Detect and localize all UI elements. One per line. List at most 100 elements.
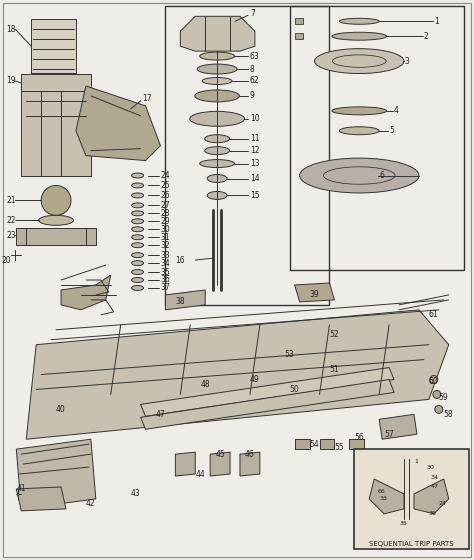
Polygon shape: [16, 487, 66, 511]
Polygon shape: [16, 439, 96, 509]
Polygon shape: [240, 452, 260, 476]
Circle shape: [435, 405, 443, 413]
Polygon shape: [180, 16, 255, 51]
Text: 28: 28: [161, 209, 170, 218]
Bar: [319, 439, 335, 449]
Polygon shape: [379, 414, 417, 439]
Text: 56: 56: [354, 433, 364, 442]
Ellipse shape: [332, 107, 387, 115]
Ellipse shape: [205, 135, 229, 143]
Ellipse shape: [132, 227, 144, 232]
Text: 13: 13: [250, 159, 260, 168]
Text: 5: 5: [389, 126, 394, 136]
Text: 22: 22: [6, 216, 16, 225]
Text: 15: 15: [250, 191, 260, 200]
Text: 23: 23: [6, 231, 16, 240]
Polygon shape: [175, 452, 195, 476]
Text: 8: 8: [250, 64, 255, 73]
Text: 33: 33: [379, 496, 387, 501]
Text: 47: 47: [431, 484, 439, 489]
Ellipse shape: [132, 278, 144, 282]
Text: 57: 57: [384, 430, 394, 438]
Text: 54: 54: [310, 440, 319, 449]
Ellipse shape: [200, 52, 235, 60]
Ellipse shape: [205, 147, 229, 155]
Bar: [295, 439, 310, 449]
Circle shape: [433, 390, 441, 398]
Text: 21: 21: [6, 196, 16, 205]
Polygon shape: [165, 290, 205, 310]
Ellipse shape: [132, 242, 144, 248]
Text: 43: 43: [131, 489, 140, 498]
Ellipse shape: [207, 175, 227, 183]
Text: 37: 37: [161, 283, 170, 292]
Bar: [290, 6, 464, 270]
Ellipse shape: [132, 286, 144, 291]
Text: 34: 34: [431, 474, 439, 479]
Polygon shape: [76, 86, 161, 161]
Ellipse shape: [300, 158, 419, 193]
Ellipse shape: [197, 64, 237, 74]
Ellipse shape: [132, 211, 144, 216]
Text: 14: 14: [250, 174, 260, 183]
Text: 53: 53: [285, 350, 294, 359]
Ellipse shape: [132, 203, 144, 208]
Polygon shape: [61, 275, 111, 310]
Ellipse shape: [332, 32, 387, 40]
Bar: [295, 18, 302, 24]
Ellipse shape: [132, 193, 144, 198]
Ellipse shape: [202, 77, 232, 85]
Text: 41: 41: [16, 484, 26, 493]
Text: 24: 24: [161, 171, 170, 180]
Ellipse shape: [339, 18, 379, 24]
Polygon shape: [295, 283, 335, 302]
Text: 6: 6: [379, 171, 384, 180]
Ellipse shape: [190, 111, 245, 126]
Ellipse shape: [132, 269, 144, 274]
Text: 58: 58: [444, 410, 454, 419]
Text: 34: 34: [161, 259, 170, 268]
Polygon shape: [31, 19, 76, 73]
Polygon shape: [369, 479, 404, 514]
Text: 51: 51: [329, 365, 339, 374]
Text: 59: 59: [439, 393, 448, 402]
Text: 63: 63: [250, 52, 260, 60]
Text: 35: 35: [399, 521, 407, 526]
Text: 46: 46: [245, 450, 255, 459]
Text: 61: 61: [429, 310, 438, 319]
Circle shape: [41, 185, 71, 216]
Text: 45: 45: [215, 450, 225, 459]
Ellipse shape: [132, 253, 144, 258]
Text: 1: 1: [414, 459, 418, 464]
Text: 27: 27: [161, 201, 170, 210]
Text: 26: 26: [161, 191, 170, 200]
Text: 19: 19: [6, 77, 16, 86]
Text: 1: 1: [434, 17, 438, 26]
Polygon shape: [210, 452, 230, 476]
Text: 42: 42: [86, 500, 96, 508]
Ellipse shape: [315, 49, 404, 73]
Text: 55: 55: [335, 442, 344, 452]
Polygon shape: [21, 91, 91, 175]
Ellipse shape: [339, 127, 379, 135]
Text: 3: 3: [404, 57, 409, 66]
Ellipse shape: [132, 173, 144, 178]
Text: 29: 29: [161, 217, 170, 226]
Ellipse shape: [132, 260, 144, 265]
Ellipse shape: [195, 90, 239, 102]
Text: 31: 31: [161, 233, 170, 242]
Text: SEQUENTIAL TRIP PARTS: SEQUENTIAL TRIP PARTS: [369, 541, 454, 547]
Polygon shape: [21, 74, 91, 91]
Polygon shape: [26, 310, 449, 439]
Text: 25: 25: [161, 181, 170, 190]
Text: 9: 9: [250, 91, 255, 100]
Ellipse shape: [132, 235, 144, 240]
Ellipse shape: [132, 219, 144, 224]
Text: 17: 17: [143, 95, 152, 104]
Text: 30: 30: [161, 225, 170, 234]
Polygon shape: [141, 367, 394, 416]
Text: 16: 16: [175, 255, 185, 264]
Text: 4: 4: [394, 106, 399, 115]
Text: 33: 33: [161, 251, 170, 260]
Polygon shape: [16, 228, 96, 245]
